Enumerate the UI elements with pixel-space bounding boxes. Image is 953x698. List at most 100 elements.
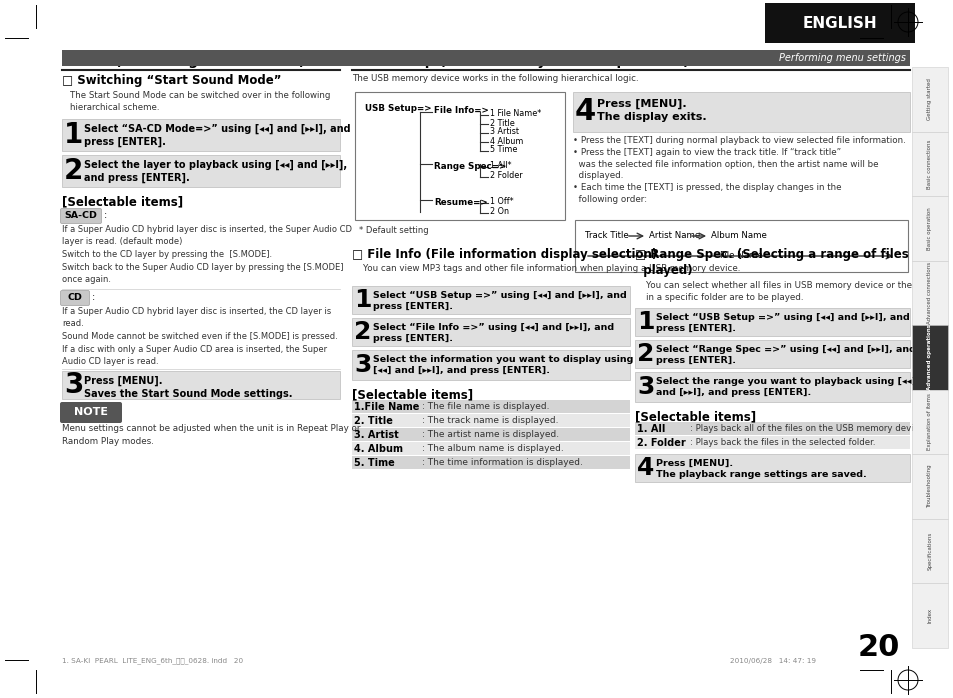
Text: Select the layer to playback using [◂◂] and [▸▸I],
and press [ENTER].: Select the layer to playback using [◂◂] …: [84, 160, 347, 184]
Text: Select “File Info =>” using [◂◂] and [▸▸I], and
press [ENTER].: Select “File Info =>” using [◂◂] and [▸▸…: [373, 323, 614, 343]
Text: Album Name: Album Name: [710, 232, 766, 241]
FancyBboxPatch shape: [573, 92, 909, 132]
Text: Select the information you want to display using
[◂◂] and [▸▸I], and press [ENTE: Select the information you want to displ…: [373, 355, 633, 376]
Text: Press [MENU].
The display exits.: Press [MENU]. The display exits.: [597, 99, 706, 122]
FancyBboxPatch shape: [352, 456, 629, 469]
FancyBboxPatch shape: [911, 325, 947, 389]
FancyBboxPatch shape: [764, 3, 914, 43]
Text: : The time information is displayed.: : The time information is displayed.: [421, 458, 582, 467]
Text: SA-CD: SA-CD: [65, 211, 97, 221]
Text: [Selectable items]: [Selectable items]: [62, 195, 183, 208]
FancyBboxPatch shape: [911, 67, 947, 131]
Text: ENGLISH: ENGLISH: [801, 15, 877, 31]
Text: : Plays back the files in the selected folder.: : Plays back the files in the selected f…: [689, 438, 875, 447]
FancyBboxPatch shape: [635, 454, 909, 482]
FancyBboxPatch shape: [635, 436, 909, 449]
FancyBboxPatch shape: [911, 196, 947, 260]
Text: Select the range you want to playback using [◂◂]
and [▸▸I], and press [ENTER].: Select the range you want to playback us…: [656, 377, 915, 397]
FancyBboxPatch shape: [352, 442, 629, 455]
Text: : The artist name is displayed.: : The artist name is displayed.: [421, 430, 558, 439]
Text: Performing menu settings: Performing menu settings: [779, 53, 905, 63]
Text: 4. Album: 4. Album: [354, 443, 402, 454]
Text: 1.File Name: 1.File Name: [354, 401, 419, 412]
Text: 3: 3: [637, 375, 654, 399]
Text: 1 Off*: 1 Off*: [490, 198, 513, 207]
Text: : Plays back all of the files on the USB memory device.: : Plays back all of the files on the USB…: [689, 424, 925, 433]
Text: 1 All*: 1 All*: [490, 161, 511, 170]
Text: Select “SA-CD Mode=>” using [◂◂] and [▸▸I], and
press [ENTER].: Select “SA-CD Mode=>” using [◂◂] and [▸▸…: [84, 124, 351, 147]
Text: 1: 1: [354, 288, 371, 312]
Text: The Start Sound Mode can be switched over in the following
hierarchical scheme.: The Start Sound Mode can be switched ove…: [70, 91, 330, 112]
Text: Specifications: Specifications: [926, 532, 931, 570]
Text: 3 Artist: 3 Artist: [490, 128, 518, 137]
Text: USB Setup=>: USB Setup=>: [365, 104, 431, 113]
FancyBboxPatch shape: [911, 519, 947, 584]
Text: NOTE: NOTE: [74, 407, 108, 417]
Text: : The track name is displayed.: : The track name is displayed.: [421, 416, 558, 425]
Text: 5. Time: 5. Time: [354, 457, 395, 468]
FancyBboxPatch shape: [62, 155, 339, 187]
Text: Basic connections: Basic connections: [926, 139, 931, 188]
FancyBboxPatch shape: [911, 584, 947, 648]
FancyBboxPatch shape: [911, 389, 947, 454]
Text: Track Title: Track Title: [584, 232, 628, 241]
Text: 2. Folder: 2. Folder: [637, 438, 685, 447]
Text: : The album name is displayed.: : The album name is displayed.: [421, 444, 563, 453]
Text: 4 Album: 4 Album: [490, 137, 523, 145]
Text: Resume=>: Resume=>: [434, 198, 487, 207]
Text: • Press the [TEXT] during normal playback to view selected file information.
• P: • Press the [TEXT] during normal playbac…: [573, 136, 904, 204]
FancyBboxPatch shape: [62, 119, 339, 151]
FancyBboxPatch shape: [352, 400, 629, 413]
Text: 3: 3: [354, 353, 371, 377]
Text: Menu settings cannot be adjusted when the unit is in Repeat Play or
Random Play : Menu settings cannot be adjusted when th…: [62, 424, 360, 445]
FancyBboxPatch shape: [352, 414, 629, 427]
Text: If a Super Audio CD hybrid layer disc is inserted, the Super Audio CD
layer is r: If a Super Audio CD hybrid layer disc is…: [62, 225, 352, 284]
FancyBboxPatch shape: [60, 290, 90, 306]
Text: 1: 1: [637, 310, 654, 334]
Text: Artist Name: Artist Name: [648, 232, 700, 241]
Text: Basic operation: Basic operation: [926, 207, 931, 250]
Text: 4: 4: [637, 456, 654, 480]
FancyBboxPatch shape: [352, 318, 629, 346]
Text: CD: CD: [68, 293, 82, 302]
Text: 20: 20: [857, 634, 899, 662]
FancyBboxPatch shape: [352, 350, 629, 380]
Text: You can select whether all files in USB memory device or the files
    in a spec: You can select whether all files in USB …: [635, 281, 932, 302]
Text: 2010/06/28   14: 47: 19: 2010/06/28 14: 47: 19: [729, 658, 815, 664]
Text: 2 Title: 2 Title: [490, 119, 515, 128]
Text: :: :: [91, 293, 95, 302]
Text: If a Super Audio CD hybrid layer disc is inserted, the CD layer is
read.
Sound M: If a Super Audio CD hybrid layer disc is…: [62, 307, 337, 366]
Text: Press [MENU].
The playback range settings are saved.: Press [MENU]. The playback range setting…: [656, 459, 866, 480]
Text: 2: 2: [64, 157, 83, 185]
Text: The USB memory device works in the following hierarchical logic.: The USB memory device works in the follo…: [352, 74, 638, 83]
Text: Advanced operations: Advanced operations: [926, 325, 931, 390]
Text: You can view MP3 tags and other file information when playing a USB memory devic: You can view MP3 tags and other file inf…: [352, 264, 740, 273]
FancyBboxPatch shape: [352, 428, 629, 441]
FancyBboxPatch shape: [62, 371, 339, 399]
Text: Troubleshooting: Troubleshooting: [926, 465, 931, 508]
Text: 1: 1: [64, 121, 83, 149]
Text: Range Spec=>: Range Spec=>: [434, 162, 506, 171]
Text: [Selectable items]: [Selectable items]: [352, 388, 473, 401]
Text: 1. All: 1. All: [637, 424, 664, 433]
Text: 5 Time: 5 Time: [490, 145, 517, 154]
FancyBboxPatch shape: [635, 372, 909, 402]
Text: □ Range Spec. (Selecting a range of files to be
  played): □ Range Spec. (Selecting a range of file…: [635, 248, 946, 277]
Text: * Default setting: * Default setting: [358, 226, 428, 235]
Text: Getting started: Getting started: [926, 78, 931, 120]
FancyBboxPatch shape: [635, 308, 909, 336]
Text: 3: 3: [64, 371, 83, 399]
Text: 4: 4: [575, 98, 596, 126]
FancyBboxPatch shape: [352, 286, 629, 314]
FancyBboxPatch shape: [62, 50, 909, 66]
Text: □ File Info (File information display selection): □ File Info (File information display se…: [352, 248, 657, 261]
Text: [Selectable items]: [Selectable items]: [635, 410, 756, 423]
FancyBboxPatch shape: [911, 260, 947, 325]
Text: Select “Range Spec =>” using [◂◂] and [▸▸I], and
press [ENTER].: Select “Range Spec =>” using [◂◂] and [▸…: [656, 345, 915, 366]
FancyBboxPatch shape: [911, 454, 947, 519]
Text: Select “USB Setup =>” using [◂◂] and [▸▸I], and
press [ENTER].: Select “USB Setup =>” using [◂◂] and [▸▸…: [373, 291, 626, 311]
Text: Select “USB Setup =>” using [◂◂] and [▸▸I], and
press [ENTER].: Select “USB Setup =>” using [◂◂] and [▸▸…: [656, 313, 909, 334]
FancyBboxPatch shape: [911, 131, 947, 196]
FancyBboxPatch shape: [635, 422, 909, 435]
FancyBboxPatch shape: [60, 402, 122, 423]
